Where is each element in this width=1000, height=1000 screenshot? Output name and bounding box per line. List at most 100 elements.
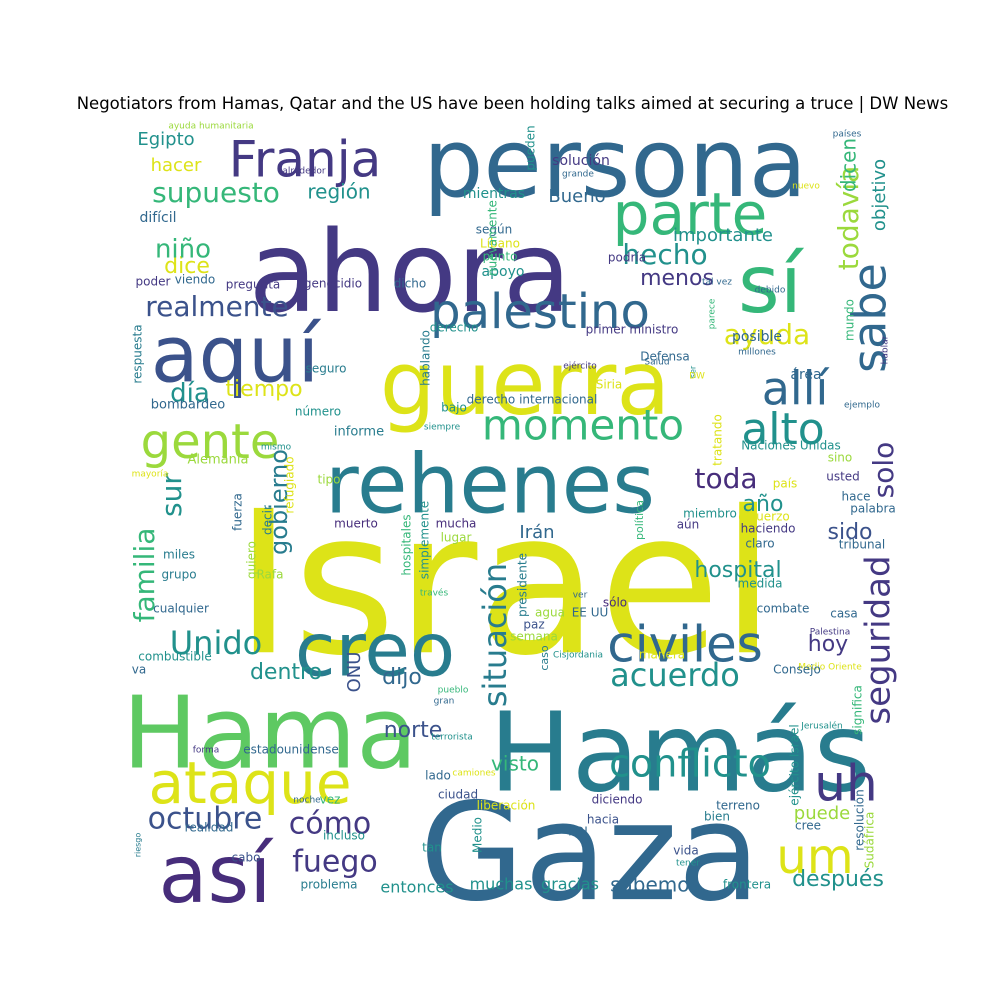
- cloud-word: um: [776, 829, 853, 885]
- cloud-word: DW: [689, 372, 705, 382]
- cloud-word: debido: [755, 286, 786, 296]
- cloud-word: sabe: [843, 263, 897, 373]
- figure-title: Negotiators from Hamas, Qatar and the US…: [76, 94, 949, 113]
- cloud-word: supuesto: [152, 176, 280, 209]
- cloud-word: palabra: [850, 502, 896, 516]
- cloud-word: alto: [741, 404, 824, 455]
- cloud-word: niño: [155, 235, 211, 265]
- cloud-word: ayuda humanitaria: [168, 122, 253, 132]
- cloud-word: significa: [851, 685, 865, 735]
- cloud-word: estadounidense: [243, 743, 338, 757]
- cloud-word: Sudáfrica: [863, 812, 877, 869]
- cloud-word: Naciones Unidas: [741, 439, 841, 453]
- cloud-word: ayuda: [724, 318, 810, 351]
- cloud-word: hoy: [808, 632, 848, 657]
- cloud-word: medida: [738, 577, 783, 591]
- cloud-word: dicho: [394, 277, 427, 291]
- cloud-word: hacer: [151, 155, 202, 176]
- cloud-word: derecho: [430, 321, 479, 335]
- cloud-word: incluso: [323, 829, 365, 843]
- cloud-word: ataque: [148, 749, 351, 817]
- cloud-word: pregunta: [226, 278, 281, 292]
- cloud-word: palestino: [430, 284, 650, 340]
- cloud-word: cabo: [232, 851, 261, 865]
- cloud-word: decir: [261, 505, 275, 535]
- cloud-word: Gaza: [420, 774, 761, 931]
- cloud-word: siempre: [424, 423, 461, 433]
- cloud-word: dice: [164, 254, 210, 279]
- cloud-word: derecho internacional: [467, 393, 598, 407]
- cloud-word: grupo: [161, 568, 196, 582]
- cloud-word: sido: [828, 520, 873, 545]
- cloud-word: millones: [738, 348, 776, 358]
- cloud-word: semana: [510, 630, 558, 644]
- cloud-word: nuevo: [792, 182, 820, 192]
- cloud-word: través: [420, 588, 449, 599]
- cloud-word: Cisjordania: [553, 651, 603, 661]
- cloud-word: vez: [320, 793, 341, 807]
- cloud-word: Rafa: [256, 568, 283, 582]
- cloud-word: área: [790, 367, 821, 383]
- cloud-word: dicen: [837, 138, 861, 192]
- cloud-word: quiero: [245, 541, 259, 579]
- cloud-word: sino: [828, 451, 853, 465]
- cloud-word: manera: [639, 648, 685, 662]
- cloud-word: persona: [423, 109, 807, 219]
- cloud-word: civiles: [607, 616, 763, 674]
- cloud-word: toda: [694, 462, 757, 495]
- cloud-word: ejército Israel: [788, 724, 802, 805]
- cloud-word: uh: [814, 755, 877, 813]
- cloud-word: cualquier: [153, 602, 209, 616]
- cloud-word: mucha: [436, 517, 477, 531]
- cloud-word: paz: [523, 618, 544, 632]
- cloud-word: visto: [491, 752, 539, 776]
- cloud-word: así: [159, 828, 275, 921]
- cloud-word: bombardeo: [151, 398, 225, 413]
- cloud-word: seguridad: [859, 555, 899, 724]
- cloud-word: punto: [483, 250, 518, 264]
- cloud-word: apoyo: [482, 264, 525, 280]
- cloud-word: norte: [384, 718, 443, 743]
- cloud-word: posible: [732, 329, 782, 345]
- cloud-word: hospitales: [400, 514, 414, 575]
- cloud-word: gobierno: [265, 449, 293, 555]
- cloud-word: allí: [762, 362, 830, 416]
- cloud-word: casa: [830, 607, 858, 621]
- cloud-word: noche: [293, 796, 321, 806]
- cloud-word: realmente: [145, 290, 289, 323]
- cloud-word: octubre: [148, 802, 263, 837]
- cloud-word: bien: [704, 810, 730, 824]
- cloud-word: muerto: [334, 517, 378, 531]
- cloud-word: forma: [193, 746, 220, 756]
- cloud-word: informe: [334, 425, 384, 440]
- cloud-word: día: [170, 379, 210, 409]
- cloud-word: Hamás: [489, 688, 871, 816]
- cloud-word: ahora: [249, 208, 572, 338]
- cloud-word: refugiado: [283, 456, 297, 513]
- cloud-word: objetivo: [869, 159, 890, 231]
- cloud-word: Salud: [644, 358, 669, 368]
- cloud-word: difícil: [139, 210, 176, 226]
- cloud-word: rehenes: [325, 437, 655, 532]
- cloud-word: Bueno: [548, 186, 605, 207]
- cloud-word: podría: [608, 251, 646, 265]
- cloud-word: tipo: [318, 473, 341, 487]
- cloud-word: entonces: [380, 878, 453, 897]
- cloud-word: mundo: [843, 299, 857, 341]
- cloud-word: mientras: [463, 186, 525, 202]
- cloud-word: conflicto: [609, 742, 771, 786]
- cloud-word: lugar: [441, 531, 472, 545]
- cloud-word: riesgo: [134, 833, 143, 858]
- cloud-word: fuego: [292, 845, 377, 880]
- cloud-word: terreno: [716, 799, 760, 813]
- cloud-word: camiones: [452, 769, 495, 779]
- cloud-word: hacia: [587, 813, 619, 827]
- cloud-word: simplemente: [418, 501, 432, 579]
- cloud-word: situación: [476, 563, 514, 707]
- cloud-word: tener: [676, 859, 700, 869]
- cloud-word: país: [773, 477, 798, 491]
- cloud-word: gran: [434, 697, 455, 707]
- cloud-word: terrorista: [431, 733, 473, 743]
- cloud-word: problema: [300, 878, 357, 892]
- cloud-word: Líbano: [480, 237, 520, 251]
